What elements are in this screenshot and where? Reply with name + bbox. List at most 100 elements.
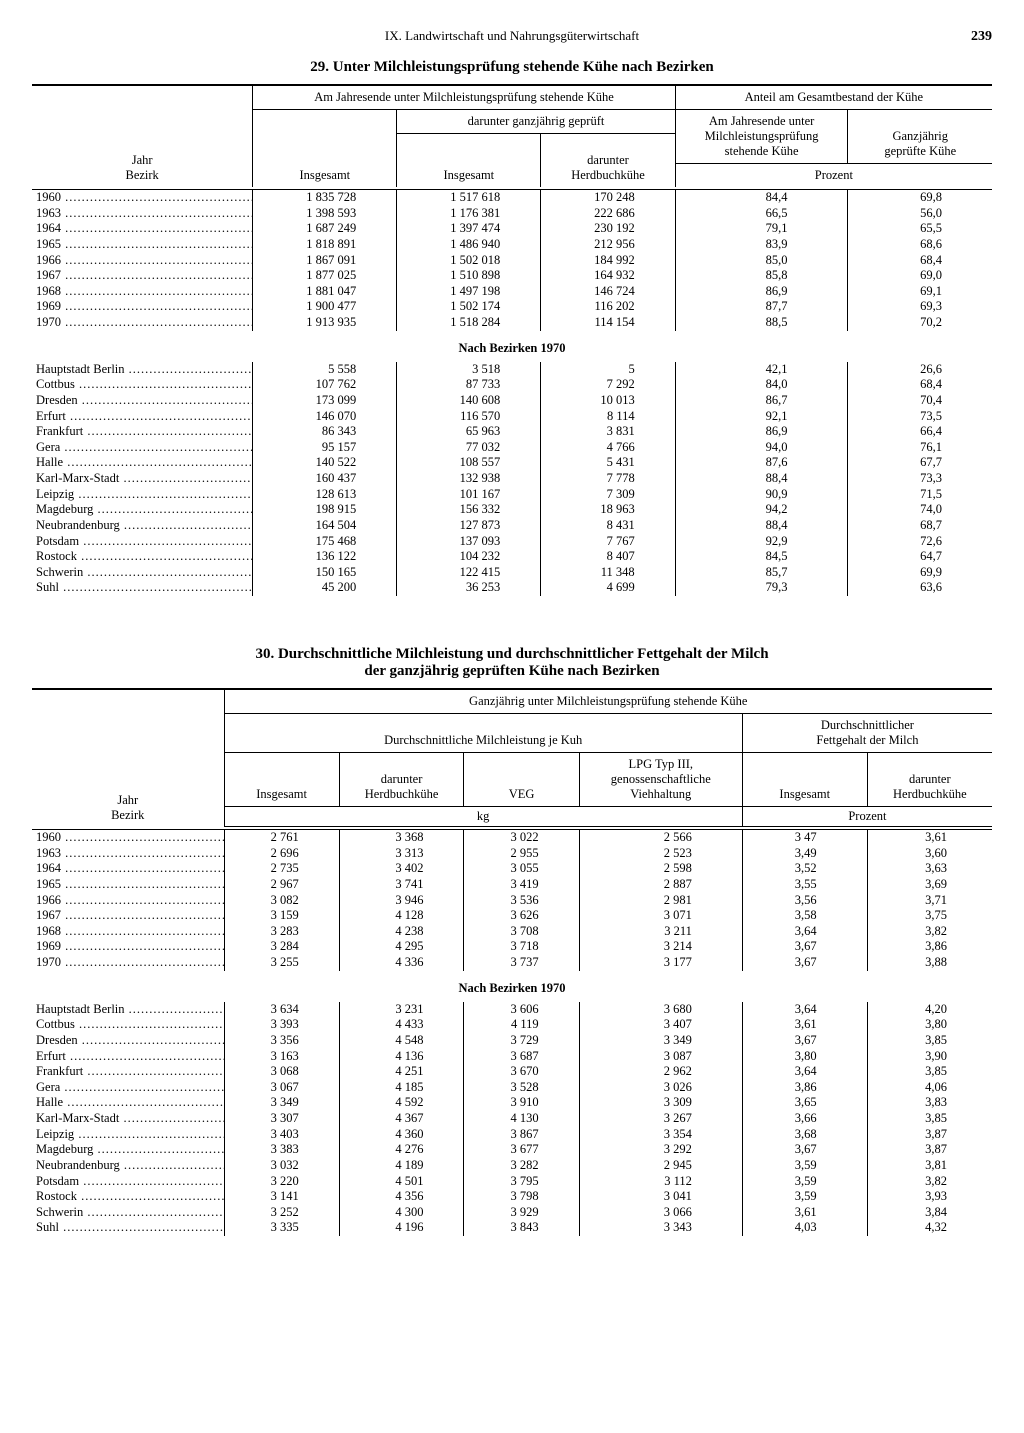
cell: 56,0 — [848, 206, 992, 222]
cell: 69,3 — [848, 299, 992, 315]
row-label: Hauptstadt Berlin — [36, 362, 253, 376]
table-row: Rostock3 1414 3563 7983 0413,593,93 — [32, 1189, 992, 1205]
table-row: Dresden3 3564 5483 7293 3493,673,85 — [32, 1033, 992, 1049]
t29-head-b2: Ganzjährig geprüfte Kühe — [848, 110, 992, 164]
cell: 3 528 — [464, 1080, 579, 1096]
row-label: Cottbus — [36, 1017, 224, 1031]
row-label: 1970 — [36, 315, 253, 329]
row-label: Hauptstadt Berlin — [36, 1002, 224, 1016]
cell: 3 220 — [224, 1174, 339, 1190]
cell: 122 415 — [397, 565, 541, 581]
t29-head-grpB: Anteil am Gesamtbestand der Kühe — [675, 85, 992, 110]
cell: 94,0 — [675, 440, 848, 456]
cell: 7 767 — [541, 534, 675, 550]
cell: 3 741 — [339, 877, 464, 893]
cell: 4 295 — [339, 939, 464, 955]
row-label: Gera — [36, 440, 253, 454]
cell: 94,2 — [675, 502, 848, 518]
cell: 3 313 — [339, 846, 464, 862]
cell: 3 335 — [224, 1220, 339, 1236]
t30-unitA: kg — [224, 807, 742, 827]
cell: 92,1 — [675, 409, 848, 425]
cell: 3,80 — [742, 1049, 867, 1065]
chapter-title: IX. Landwirtschaft und Nahrungsgüterwirt… — [72, 28, 952, 44]
cell: 88,4 — [675, 518, 848, 534]
cell: 2 981 — [579, 893, 742, 909]
table-row: 19703 2554 3363 7373 1773,673,88 — [32, 955, 992, 971]
cell: 2 598 — [579, 861, 742, 877]
cell: 3 403 — [224, 1127, 339, 1143]
cell: 1 818 891 — [253, 237, 397, 253]
cell: 3,49 — [742, 846, 867, 862]
row-label: 1964 — [36, 221, 253, 235]
table-row: 19602 7613 3683 0222 5663 473,61 — [32, 830, 992, 846]
cell: 3,67 — [742, 939, 867, 955]
table-row: 19681 881 0471 497 198146 72486,969,1 — [32, 284, 992, 300]
cell: 3 026 — [579, 1080, 742, 1096]
cell: 67,7 — [848, 455, 992, 471]
cell: 3,81 — [867, 1158, 992, 1174]
cell: 3 022 — [464, 830, 579, 846]
table-row: Neubrandenburg3 0324 1893 2822 9453,593,… — [32, 1158, 992, 1174]
cell: 7 309 — [541, 487, 675, 503]
cell: 76,1 — [848, 440, 992, 456]
cell: 4 300 — [339, 1205, 464, 1221]
cell: 3 867 — [464, 1127, 579, 1143]
cell: 3,82 — [867, 1174, 992, 1190]
t30-head-a4: LPG Typ III, genossenschaftliche Viehhal… — [579, 753, 742, 807]
table-row: 19631 398 5931 176 381222 68666,556,0 — [32, 206, 992, 222]
cell: 4 592 — [339, 1095, 464, 1111]
cell: 3 402 — [339, 861, 464, 877]
cell: 101 167 — [397, 487, 541, 503]
cell: 69,8 — [848, 190, 992, 206]
cell: 3,85 — [867, 1111, 992, 1127]
cell: 7 778 — [541, 471, 675, 487]
cell: 3,64 — [742, 1002, 867, 1018]
cell: 66,5 — [675, 206, 848, 222]
cell: 2 735 — [224, 861, 339, 877]
cell: 69,9 — [848, 565, 992, 581]
cell: 4 360 — [339, 1127, 464, 1143]
cell: 3 071 — [579, 908, 742, 924]
cell: 175 468 — [253, 534, 397, 550]
cell: 3,71 — [867, 893, 992, 909]
cell: 3,61 — [742, 1017, 867, 1033]
cell: 3,67 — [742, 1142, 867, 1158]
cell: 3 267 — [579, 1111, 742, 1127]
cell: 3 068 — [224, 1064, 339, 1080]
t29-head-a2top: darunter ganzjährig geprüft — [397, 110, 675, 134]
row-label: 1963 — [36, 206, 253, 220]
cell: 3,55 — [742, 877, 867, 893]
cell: 3 163 — [224, 1049, 339, 1065]
table-row: Leipzig3 4034 3603 8673 3543,683,87 — [32, 1127, 992, 1143]
cell: 136 122 — [253, 549, 397, 565]
row-label: 1967 — [36, 268, 253, 282]
cell: 3,86 — [867, 939, 992, 955]
cell: 1 397 474 — [397, 221, 541, 237]
cell: 4 699 — [541, 580, 675, 596]
cell: 90,9 — [675, 487, 848, 503]
cell: 5 558 — [253, 362, 397, 378]
table-row: 19663 0823 9463 5362 9813,563,71 — [32, 893, 992, 909]
table-row: Gera95 15777 0324 76694,076,1 — [32, 440, 992, 456]
cell: 86 343 — [253, 424, 397, 440]
cell: 3 718 — [464, 939, 579, 955]
t30-unitB: Prozent — [742, 807, 992, 827]
cell: 3,68 — [742, 1127, 867, 1143]
row-label: Suhl — [36, 1220, 224, 1234]
cell: 3 211 — [579, 924, 742, 940]
cell: 85,8 — [675, 268, 848, 284]
table-row: Frankfurt3 0684 2513 6702 9623,643,85 — [32, 1064, 992, 1080]
cell: 3,67 — [742, 955, 867, 971]
cell: 3 383 — [224, 1142, 339, 1158]
cell: 3,85 — [867, 1064, 992, 1080]
cell: 3 606 — [464, 1002, 579, 1018]
row-label: 1967 — [36, 908, 224, 922]
cell: 3 831 — [541, 424, 675, 440]
cell: 95 157 — [253, 440, 397, 456]
cell: 3 055 — [464, 861, 579, 877]
cell: 3 041 — [579, 1189, 742, 1205]
cell: 3,86 — [742, 1080, 867, 1096]
cell: 107 762 — [253, 377, 397, 393]
cell: 1 867 091 — [253, 253, 397, 269]
